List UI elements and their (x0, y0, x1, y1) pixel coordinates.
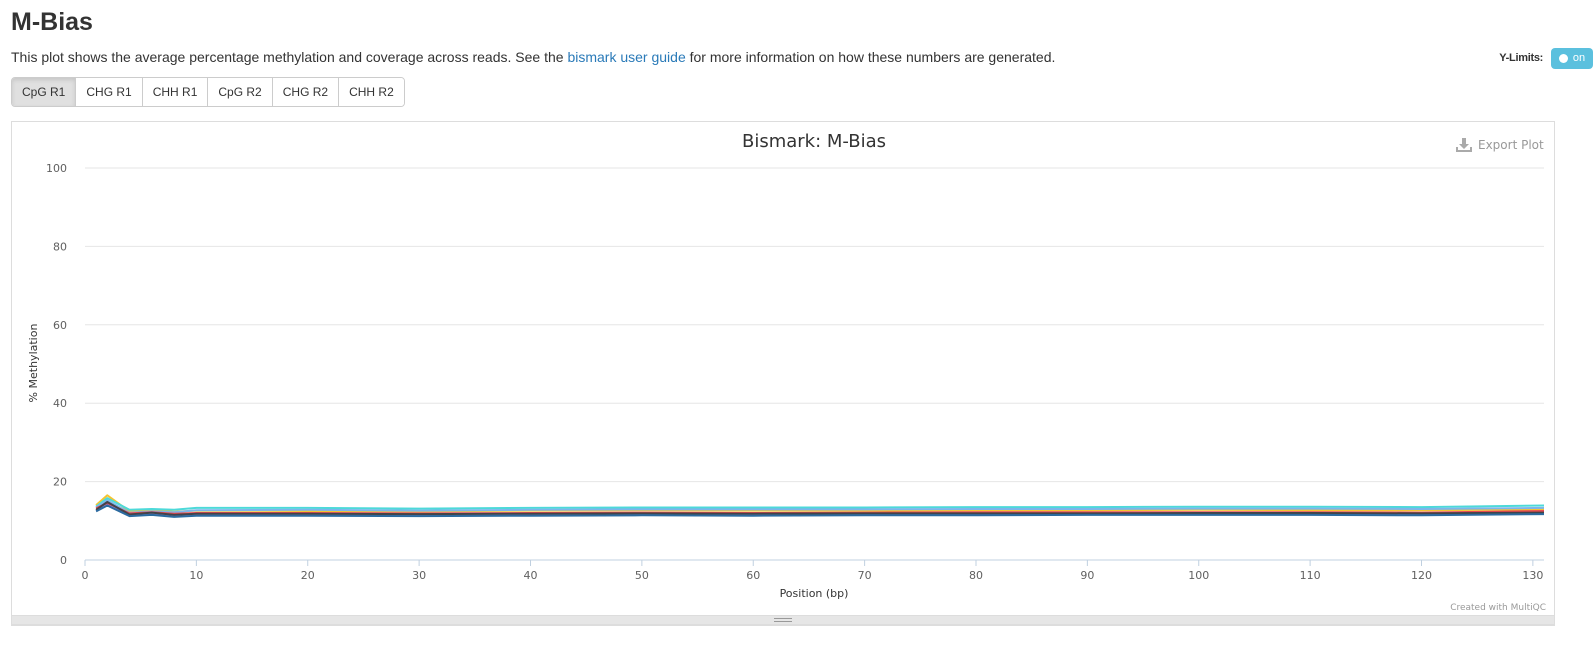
x-tick-label: 70 (858, 569, 872, 582)
x-tick-label: 40 (523, 569, 537, 582)
y-limits-label: Y-Limits: (1499, 52, 1543, 64)
tab-cpg-r1[interactable]: CpG R1 (12, 78, 77, 106)
y-axis-title: % Methylation (27, 324, 40, 403)
x-tick-label: 10 (189, 569, 203, 582)
series-line-2 (95, 497, 1545, 511)
x-tick-label: 110 (1300, 569, 1321, 582)
tick-layer: 0 20 40 60 80 100 0 10 20 30 40 50 60 70 80 90 100 110 120… (46, 162, 1543, 582)
page-title: M-Bias (11, 8, 93, 36)
plot-container: Bismark: M-Bias Position (bp) % Methylat… (11, 121, 1555, 626)
section-description: This plot shows the average percentage m… (11, 49, 1055, 65)
y-tick-label: 100 (46, 162, 67, 175)
grip-icon (774, 618, 792, 622)
y-tick-label: 0 (60, 554, 67, 567)
x-tick-label: 0 (82, 569, 89, 582)
x-tick-label: 130 (1522, 569, 1543, 582)
y-tick-label: 40 (53, 397, 67, 410)
description-text-prefix: This plot shows the average percentage m… (11, 49, 568, 65)
tab-chh-r1[interactable]: CHH R1 (142, 78, 209, 106)
export-plot-button[interactable]: Export Plot (1456, 138, 1544, 152)
x-tick-label: 50 (635, 569, 649, 582)
series-layer (95, 494, 1545, 518)
series-line-7 (95, 504, 1545, 518)
tab-cpg-r2[interactable]: CpG R2 (208, 78, 273, 106)
x-tick-label: 30 (412, 569, 426, 582)
y-limits-toggle-label: on (1572, 52, 1586, 64)
tab-chg-r1[interactable]: CHG R1 (76, 78, 143, 106)
x-axis-title: Position (bp) (780, 587, 849, 600)
plot-resize-handle[interactable] (11, 615, 1555, 625)
download-icon (1456, 138, 1472, 152)
x-tick-label: 60 (746, 569, 760, 582)
bismark-user-guide-link[interactable]: bismark user guide (567, 49, 686, 65)
multiqc-credit: Created with MultiQC (1450, 603, 1546, 613)
y-tick-label: 80 (53, 240, 67, 253)
tab-chg-r2[interactable]: CHG R2 (272, 78, 340, 106)
x-tick-label: 90 (1080, 569, 1094, 582)
description-text-suffix: for more information on how these number… (685, 49, 1056, 65)
toggle-knob-icon (1558, 53, 1568, 63)
grid-layer (85, 167, 1544, 483)
x-tick-label: 100 (1188, 569, 1209, 582)
y-limits-toggle[interactable]: on (1551, 47, 1593, 69)
x-tick-label: 80 (969, 569, 983, 582)
chart-title: Bismark: M-Bias (742, 131, 886, 152)
x-tick-label: 120 (1411, 569, 1432, 582)
dataset-tab-group: CpG R1 CHG R1 CHH R1 CpG R2 CHG R2 CHH R… (11, 77, 405, 107)
axis-layer: Bismark: M-Bias Position (bp) % Methylat… (27, 131, 1544, 600)
series-line-6 (95, 501, 1545, 516)
export-plot-label: Export Plot (1478, 138, 1544, 152)
x-tick-label: 20 (301, 569, 315, 582)
m-bias-chart: Bismark: M-Bias Position (bp) % Methylat… (27, 131, 1546, 613)
y-tick-label: 20 (53, 476, 67, 489)
y-tick-label: 60 (53, 319, 67, 332)
tab-chh-r2[interactable]: CHH R2 (339, 78, 404, 106)
y-limits-control: Y-Limits: on (1499, 47, 1593, 69)
